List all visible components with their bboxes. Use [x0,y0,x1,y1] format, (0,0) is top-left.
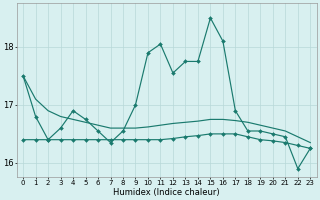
X-axis label: Humidex (Indice chaleur): Humidex (Indice chaleur) [113,188,220,197]
